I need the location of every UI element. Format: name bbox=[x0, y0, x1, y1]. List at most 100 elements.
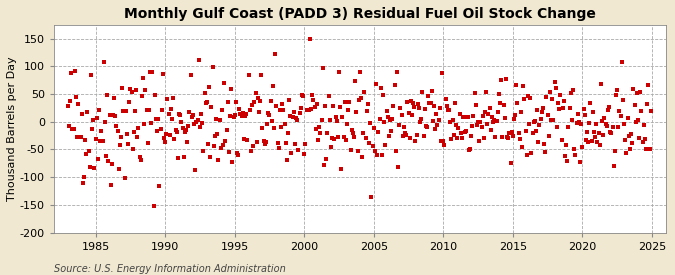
Point bbox=[610, 149, 620, 153]
Point bbox=[183, 123, 194, 128]
Point bbox=[83, 149, 94, 153]
Point bbox=[410, 139, 421, 143]
Point bbox=[435, 106, 446, 110]
Point bbox=[392, 70, 402, 74]
Point bbox=[262, 122, 273, 126]
Point bbox=[560, 154, 570, 158]
Point bbox=[375, 86, 386, 90]
Point bbox=[132, 135, 142, 139]
Point bbox=[613, 124, 624, 129]
Point bbox=[95, 139, 105, 143]
Point bbox=[558, 106, 568, 111]
Point bbox=[171, 129, 182, 134]
Point bbox=[233, 153, 244, 157]
Point bbox=[184, 109, 195, 114]
Point bbox=[115, 134, 126, 139]
Point bbox=[232, 150, 242, 155]
Point bbox=[142, 140, 153, 145]
Point bbox=[119, 176, 130, 181]
Point bbox=[264, 113, 275, 117]
Point bbox=[589, 130, 599, 134]
Point bbox=[412, 102, 423, 107]
Point bbox=[490, 134, 501, 139]
Point bbox=[564, 106, 575, 110]
Point bbox=[196, 112, 207, 117]
Point bbox=[99, 60, 109, 65]
Point bbox=[574, 120, 585, 125]
Point bbox=[404, 136, 415, 140]
Point bbox=[300, 141, 310, 146]
Point bbox=[200, 101, 211, 105]
Point bbox=[579, 112, 590, 117]
Point bbox=[197, 120, 208, 125]
Point bbox=[365, 121, 376, 125]
Point bbox=[533, 140, 544, 145]
Point bbox=[244, 108, 255, 112]
Point bbox=[163, 111, 174, 116]
Point bbox=[122, 132, 132, 136]
Point bbox=[614, 108, 625, 113]
Point bbox=[431, 112, 441, 116]
Point bbox=[267, 119, 277, 124]
Point bbox=[304, 37, 315, 41]
Point bbox=[495, 101, 506, 105]
Point bbox=[503, 136, 514, 140]
Point bbox=[230, 100, 241, 104]
Point bbox=[238, 111, 248, 115]
Point bbox=[125, 86, 136, 91]
Point bbox=[103, 159, 114, 163]
Point bbox=[385, 118, 396, 122]
Point bbox=[390, 148, 401, 153]
Point bbox=[227, 160, 238, 164]
Point bbox=[585, 101, 596, 106]
Point bbox=[105, 183, 116, 187]
Point bbox=[290, 142, 300, 146]
Point bbox=[443, 108, 454, 112]
Point bbox=[198, 149, 209, 153]
Point bbox=[461, 129, 472, 133]
Point bbox=[154, 183, 165, 188]
Point bbox=[470, 103, 481, 107]
Point bbox=[104, 113, 115, 117]
Point bbox=[194, 124, 205, 129]
Point bbox=[288, 115, 298, 120]
Point bbox=[377, 92, 388, 97]
Point bbox=[637, 140, 648, 144]
Point bbox=[70, 69, 80, 73]
Point bbox=[308, 97, 319, 102]
Point bbox=[453, 126, 464, 130]
Point bbox=[90, 137, 101, 141]
Point bbox=[474, 139, 485, 144]
Point bbox=[351, 110, 362, 115]
Point bbox=[639, 137, 650, 141]
Point bbox=[630, 120, 641, 124]
Point bbox=[242, 138, 253, 142]
Point bbox=[285, 114, 296, 119]
Point bbox=[377, 153, 387, 157]
Point bbox=[425, 101, 436, 105]
Point bbox=[117, 86, 128, 90]
Point bbox=[599, 116, 610, 120]
Point bbox=[273, 146, 284, 151]
Point bbox=[167, 117, 178, 122]
Point bbox=[193, 58, 204, 63]
Point bbox=[387, 117, 398, 121]
Point bbox=[595, 143, 605, 147]
Point bbox=[535, 117, 546, 122]
Point bbox=[362, 101, 373, 106]
Point bbox=[68, 127, 79, 131]
Point bbox=[582, 130, 593, 134]
Point bbox=[323, 94, 334, 99]
Point bbox=[66, 71, 77, 75]
Point bbox=[202, 142, 213, 147]
Point bbox=[73, 102, 84, 107]
Point bbox=[153, 117, 163, 121]
Point bbox=[254, 109, 265, 114]
Point bbox=[249, 100, 260, 104]
Point bbox=[423, 94, 433, 98]
Point bbox=[587, 139, 597, 143]
Point bbox=[136, 94, 147, 98]
Point bbox=[246, 149, 256, 154]
Point bbox=[151, 117, 161, 121]
Point bbox=[629, 103, 640, 107]
